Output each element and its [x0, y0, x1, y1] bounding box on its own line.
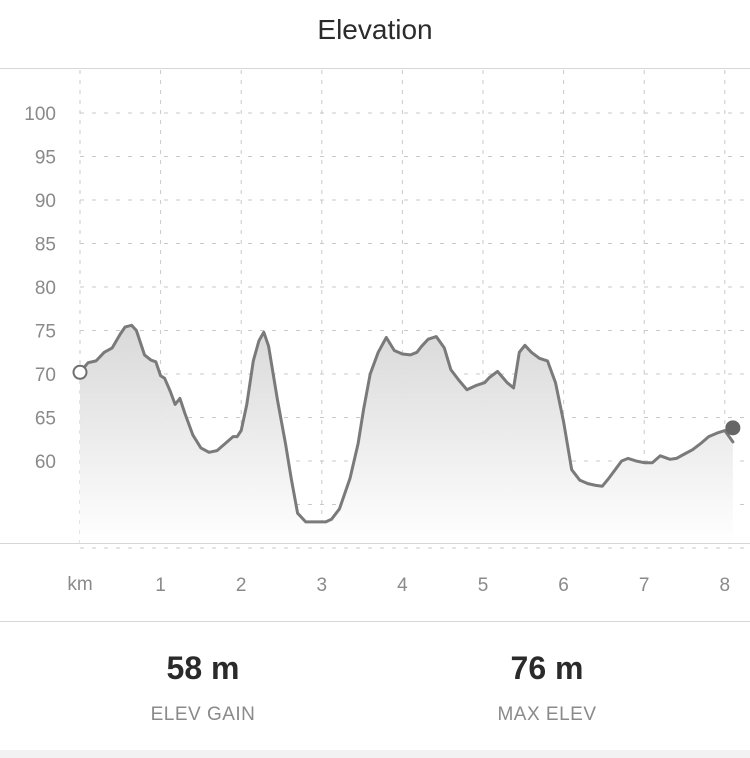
y-tick-label: 60: [35, 452, 56, 473]
chart-line-layer: [78, 323, 735, 524]
y-tick-label: 80: [35, 278, 56, 299]
y-tick-label: 100: [24, 104, 56, 125]
y-tick-label: 90: [35, 191, 56, 212]
x-tick-label: 2: [236, 575, 247, 596]
elev-gain-label: ELEV GAIN: [150, 704, 256, 725]
x-axis-title: km: [67, 574, 92, 595]
chart-area-layer: [80, 325, 733, 543]
header-divider: [0, 68, 750, 69]
elev-gain-value: 58 m: [166, 650, 240, 686]
elevation-line: [78, 323, 735, 524]
max-elev-label: MAX ELEV: [497, 704, 597, 725]
x-tick-label: 7: [639, 575, 650, 596]
stats-divider: [0, 621, 750, 622]
y-tick-label: 65: [35, 409, 56, 430]
x-tick-label: 3: [317, 575, 328, 596]
y-tick-label: 85: [35, 235, 56, 256]
y-tick-label: 95: [35, 148, 56, 169]
x-tick-label: 8: [720, 575, 731, 596]
x-tick-label: 4: [397, 575, 408, 596]
y-tick-label: 70: [35, 365, 56, 386]
end-marker: [725, 420, 741, 436]
elevation-chart: 100 95 90 85 80 75 70 65 60 km 1 2 3 4 5 6 7 8: [24, 70, 750, 596]
footer-bar: [0, 750, 750, 758]
x-tick-label: 1: [155, 575, 166, 596]
start-marker: [72, 364, 88, 380]
y-axis-labels: 100 95 90 85 80 75 70 65 60: [24, 104, 56, 473]
elevation-area: [80, 325, 733, 543]
page-title: Elevation: [317, 14, 433, 45]
chart-markers: [72, 364, 741, 436]
max-elev-value: 76 m: [510, 650, 584, 686]
y-tick-label: 75: [35, 322, 56, 343]
x-axis-labels: km 1 2 3 4 5 6 7 8: [67, 574, 730, 596]
chart-baseline: [0, 543, 750, 544]
x-tick-label: 5: [478, 575, 489, 596]
x-tick-label: 6: [558, 575, 569, 596]
